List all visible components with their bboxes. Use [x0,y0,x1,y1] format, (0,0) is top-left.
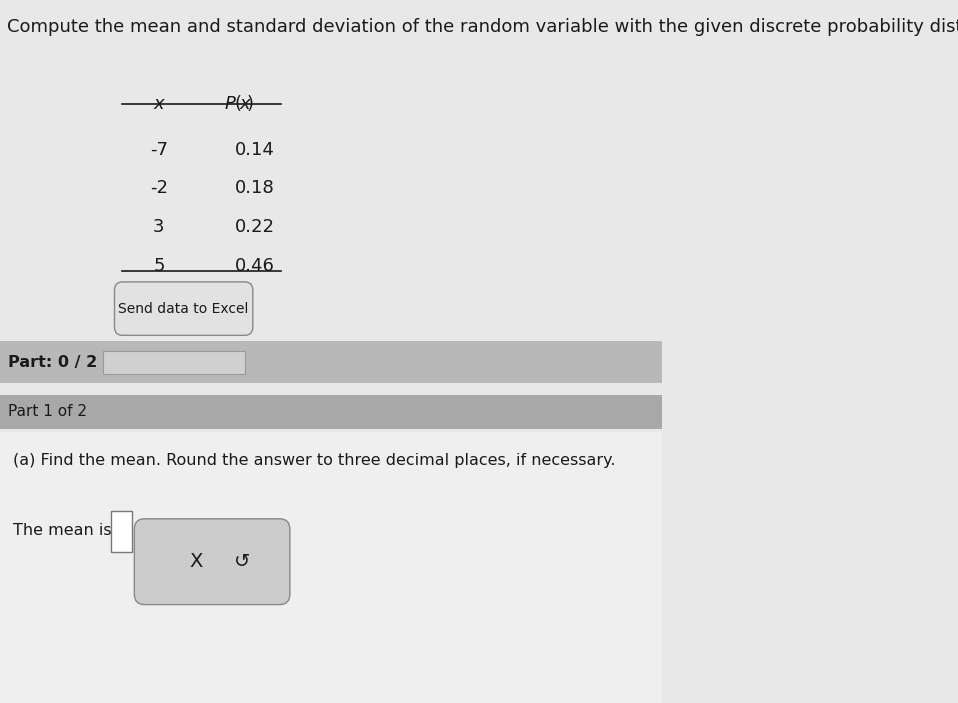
Text: Part: 0 / 2: Part: 0 / 2 [8,354,97,370]
Text: x: x [240,95,250,113]
Text: Part 1 of 2: Part 1 of 2 [8,404,87,420]
Text: ↺: ↺ [234,552,250,572]
Bar [0,432,662,703]
FancyBboxPatch shape [134,519,290,605]
Bar [103,351,245,374]
Text: 5: 5 [153,257,165,275]
Bar [0,341,662,383]
Text: 0.46: 0.46 [235,257,275,275]
Text: P: P [225,95,236,113]
Text: 3: 3 [153,218,165,236]
Bar [0,395,662,429]
Text: 0.22: 0.22 [235,218,275,236]
Text: -2: -2 [149,179,168,198]
Text: x: x [153,95,164,113]
Text: Compute the mean and standard deviation of the random variable with the given di: Compute the mean and standard deviation … [7,18,958,36]
Text: 0.18: 0.18 [235,179,275,198]
Text: The mean is: The mean is [13,523,112,538]
Text: 0.14: 0.14 [235,141,275,159]
Text: Send data to Excel: Send data to Excel [119,302,249,316]
Text: .: . [135,522,141,540]
Text: (: ( [235,95,241,113]
Text: X: X [189,552,202,572]
Bar [110,511,131,552]
Text: (a) Find the mean. Round the answer to three decimal places, if necessary.: (a) Find the mean. Round the answer to t… [13,453,616,468]
Text: -7: -7 [149,141,168,159]
FancyBboxPatch shape [115,282,253,335]
Text: ): ) [246,95,253,113]
